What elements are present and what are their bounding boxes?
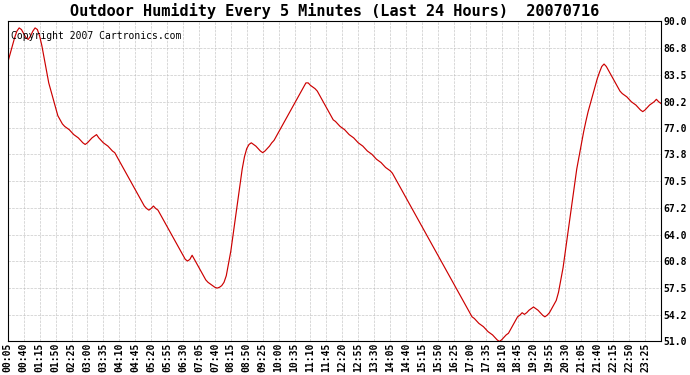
Text: Copyright 2007 Cartronics.com: Copyright 2007 Cartronics.com — [11, 31, 181, 41]
Title: Outdoor Humidity Every 5 Minutes (Last 24 Hours)  20070716: Outdoor Humidity Every 5 Minutes (Last 2… — [70, 3, 599, 19]
